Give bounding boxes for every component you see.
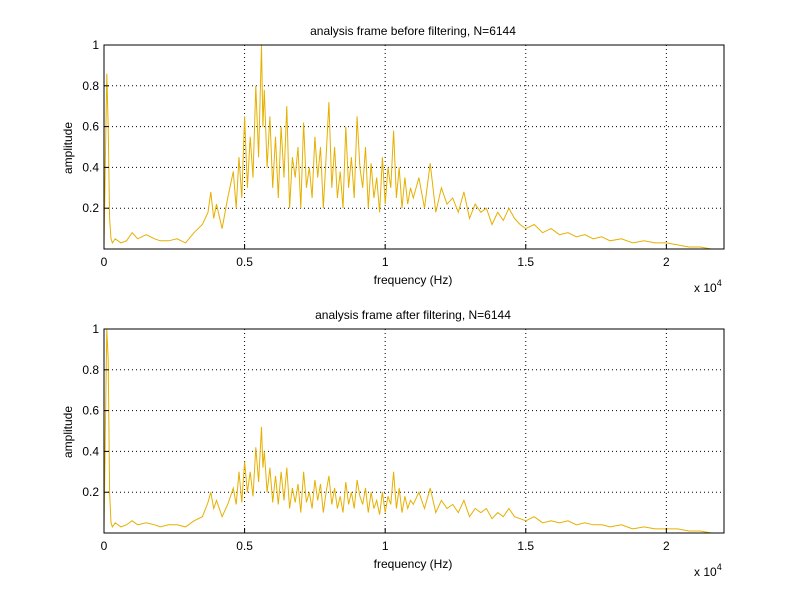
axes-frame [103, 44, 725, 250]
chart-title: analysis frame after filtering, N=6144 [315, 308, 511, 322]
y-axis-label: amplitude [61, 122, 75, 174]
series-line [103, 328, 724, 534]
series-line [103, 44, 724, 250]
x-tick-label: 1 [382, 539, 389, 553]
grid-lines [104, 329, 724, 533]
y-tick-label: 0.6 [82, 120, 99, 134]
x-multiplier-exponent: 4 [717, 562, 722, 572]
x-tick-label: 1.5 [517, 539, 534, 553]
x-tick-label: 2 [663, 539, 670, 553]
y-tick-label: 0.4 [82, 444, 99, 458]
y-tick-label: 0.2 [82, 485, 99, 499]
x-tick-label: 0 [101, 255, 108, 269]
subplot-after-filtering: analysis frame after filtering, N=6144 0… [61, 308, 725, 579]
x-multiplier-label: x 104 [694, 562, 722, 579]
y-axis-label: amplitude [61, 406, 75, 458]
x-tick-label: 2 [663, 255, 670, 269]
tick-labels: 0 0.5 1 1.5 2 0.2 0.4 0.6 0.8 1 [82, 38, 670, 269]
x-tick-label: 1 [382, 255, 389, 269]
x-multiplier-base: x 10 [694, 281, 717, 295]
y-tick-label: 0.4 [82, 160, 99, 174]
x-tick-label: 0.5 [236, 539, 253, 553]
x-multiplier-base: x 10 [694, 565, 717, 579]
subplot-before-filtering: analysis frame before filtering, N=6144 … [61, 24, 725, 295]
x-tick-label: 0 [101, 539, 108, 553]
y-tick-label: 1 [92, 322, 99, 336]
chart-title: analysis frame before filtering, N=6144 [310, 24, 516, 38]
axes-frame [103, 328, 725, 534]
x-tick-label: 0.5 [236, 255, 253, 269]
grid-lines [104, 45, 724, 249]
tick-labels: 0 0.5 1 1.5 2 0.2 0.4 0.6 0.8 1 [82, 322, 670, 553]
x-multiplier-label: x 104 [694, 278, 722, 295]
x-multiplier-exponent: 4 [717, 278, 722, 288]
x-tick-label: 1.5 [517, 255, 534, 269]
x-axis-label: frequency (Hz) [374, 557, 453, 571]
y-tick-label: 0.2 [82, 201, 99, 215]
y-tick-label: 0.6 [82, 404, 99, 418]
x-axis-label: frequency (Hz) [374, 273, 453, 287]
y-tick-label: 0.8 [82, 79, 99, 93]
y-tick-label: 0.8 [82, 363, 99, 377]
y-tick-label: 1 [92, 38, 99, 52]
